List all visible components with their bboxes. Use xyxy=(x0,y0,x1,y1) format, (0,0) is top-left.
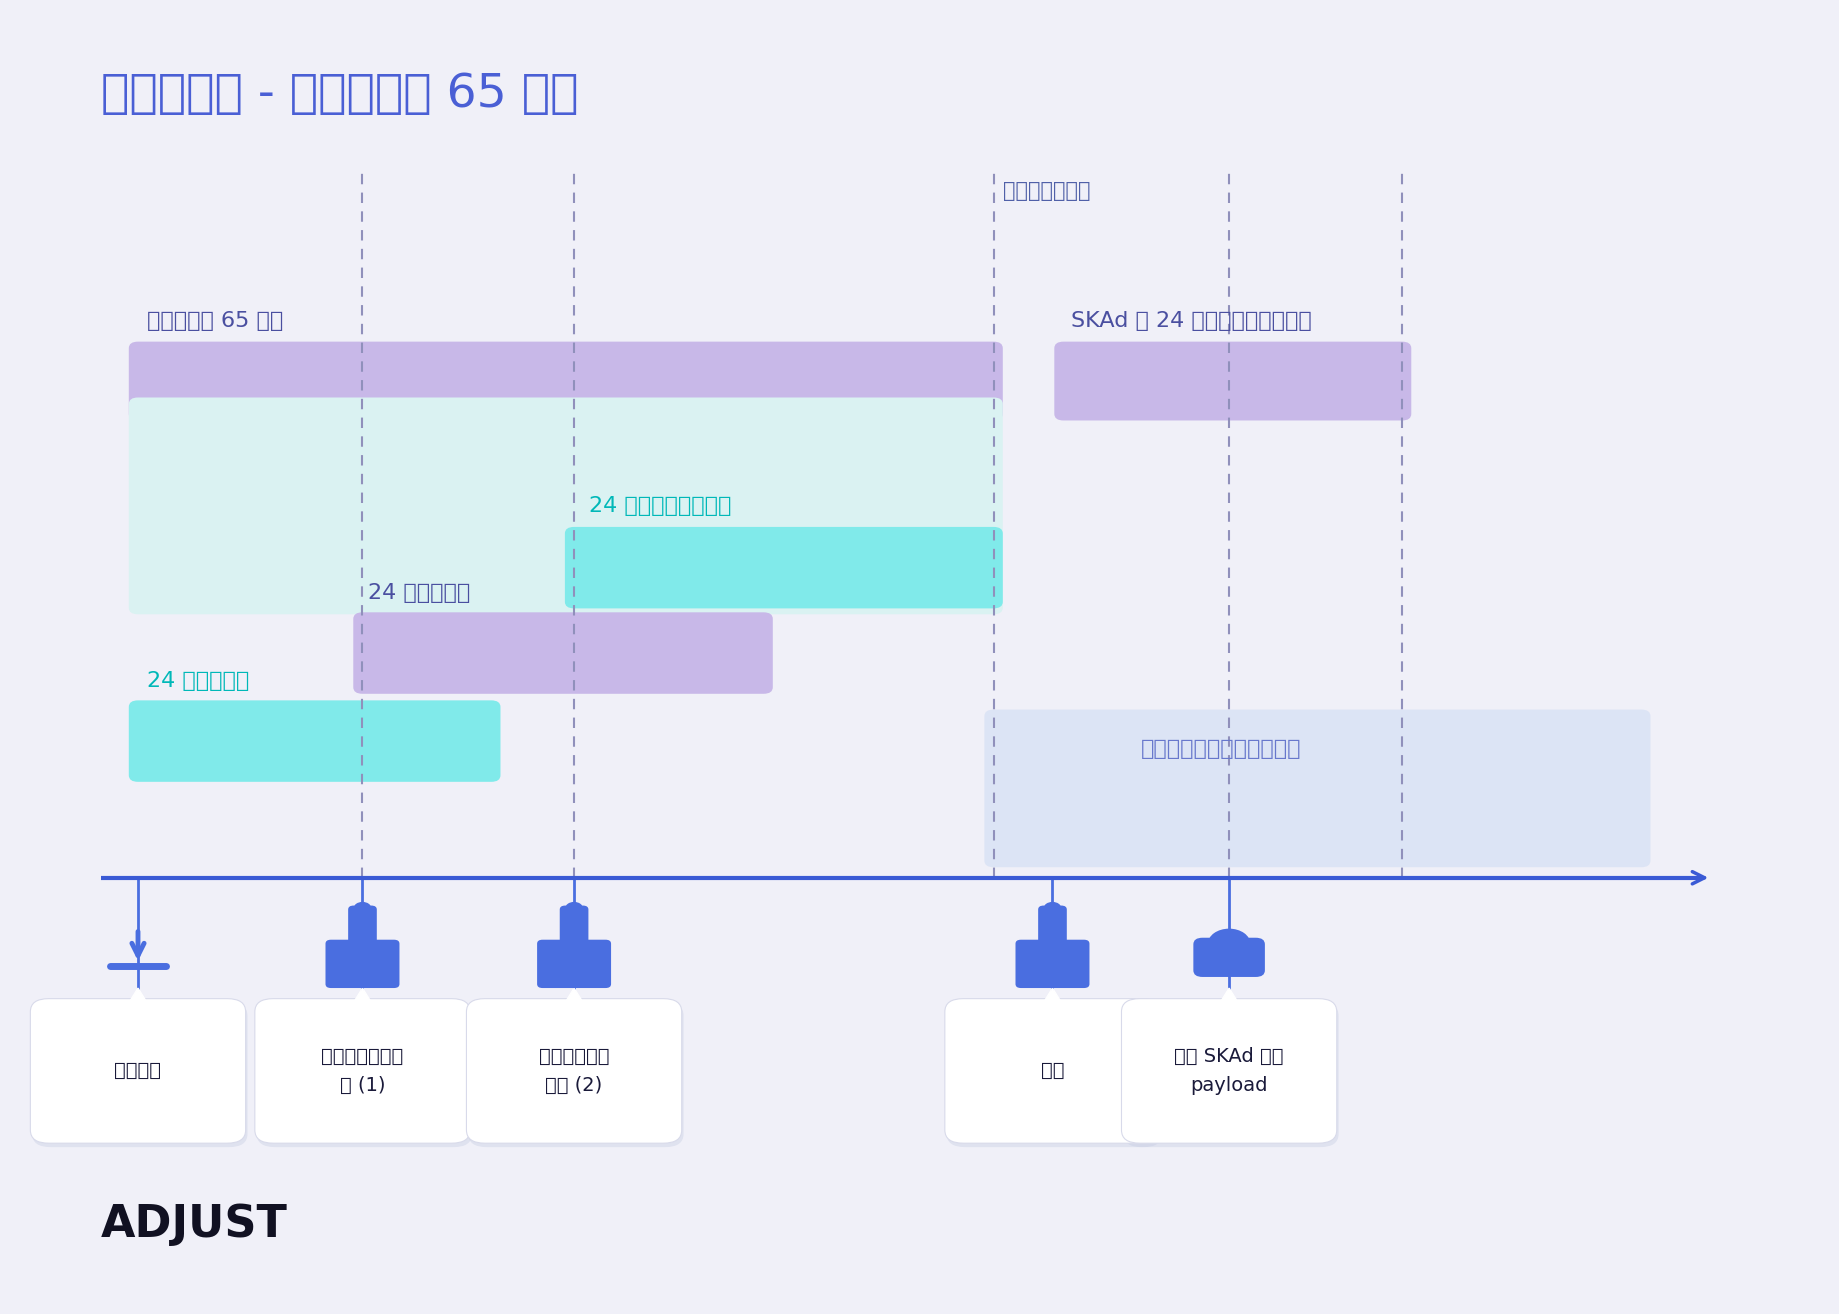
Text: 事件：更新转化: 事件：更新转化 xyxy=(322,1047,403,1066)
Polygon shape xyxy=(123,988,153,1012)
FancyBboxPatch shape xyxy=(129,342,1002,420)
Circle shape xyxy=(353,901,371,915)
Text: 发生在转化值窗口时限之后: 发生在转化值窗口时限之后 xyxy=(1140,740,1300,759)
FancyBboxPatch shape xyxy=(945,999,1159,1143)
FancyBboxPatch shape xyxy=(565,527,1002,608)
Text: ADJUST: ADJUST xyxy=(101,1202,289,1246)
FancyBboxPatch shape xyxy=(1122,999,1337,1143)
Polygon shape xyxy=(1037,988,1067,1012)
FancyBboxPatch shape xyxy=(129,700,500,782)
Text: SKAd 在 24 小时内发送安装回调: SKAd 在 24 小时内发送安装回调 xyxy=(1070,311,1311,331)
FancyBboxPatch shape xyxy=(353,612,772,694)
Polygon shape xyxy=(1214,988,1243,1012)
FancyBboxPatch shape xyxy=(257,1003,473,1147)
Circle shape xyxy=(1043,901,1061,915)
Text: 24 小时计时器: 24 小时计时器 xyxy=(368,583,471,603)
FancyBboxPatch shape xyxy=(469,1003,684,1147)
Text: payload: payload xyxy=(1190,1076,1267,1095)
Polygon shape xyxy=(559,988,588,1012)
Text: 自定义窗口 65 小时: 自定义窗口 65 小时 xyxy=(147,311,283,331)
Text: 转化值窗口 - 自定义窗口 65 小时: 转化值窗口 - 自定义窗口 65 小时 xyxy=(101,72,579,117)
Text: 化值 (2): 化值 (2) xyxy=(544,1076,603,1095)
FancyBboxPatch shape xyxy=(467,999,682,1143)
Text: 值 (1): 值 (1) xyxy=(340,1076,384,1095)
FancyBboxPatch shape xyxy=(1015,940,1089,988)
FancyBboxPatch shape xyxy=(1037,905,1067,951)
Text: 24 小时中无事件触发: 24 小时中无事件触发 xyxy=(588,497,730,516)
FancyBboxPatch shape xyxy=(29,999,246,1143)
Text: 转化值窗口限时: 转化值窗口限时 xyxy=(1002,181,1091,201)
FancyBboxPatch shape xyxy=(947,1003,1162,1147)
Text: 事件：更新转: 事件：更新转 xyxy=(539,1047,609,1066)
FancyBboxPatch shape xyxy=(559,905,588,951)
FancyBboxPatch shape xyxy=(1122,1003,1339,1147)
FancyBboxPatch shape xyxy=(256,999,471,1143)
Text: 收到 SKAd 渠道: 收到 SKAd 渠道 xyxy=(1173,1047,1284,1066)
FancyBboxPatch shape xyxy=(348,905,377,951)
Circle shape xyxy=(565,901,583,915)
FancyBboxPatch shape xyxy=(537,940,611,988)
FancyBboxPatch shape xyxy=(984,710,1650,867)
Text: 应用安装: 应用安装 xyxy=(114,1062,162,1080)
Text: 事件: 事件 xyxy=(1041,1062,1063,1080)
FancyBboxPatch shape xyxy=(326,940,399,988)
FancyBboxPatch shape xyxy=(1194,938,1263,976)
Text: 24 小时计时器: 24 小时计时器 xyxy=(147,671,250,691)
FancyBboxPatch shape xyxy=(129,398,1002,615)
Circle shape xyxy=(1206,929,1251,959)
FancyBboxPatch shape xyxy=(1054,342,1411,420)
Polygon shape xyxy=(348,988,377,1012)
FancyBboxPatch shape xyxy=(31,1003,248,1147)
